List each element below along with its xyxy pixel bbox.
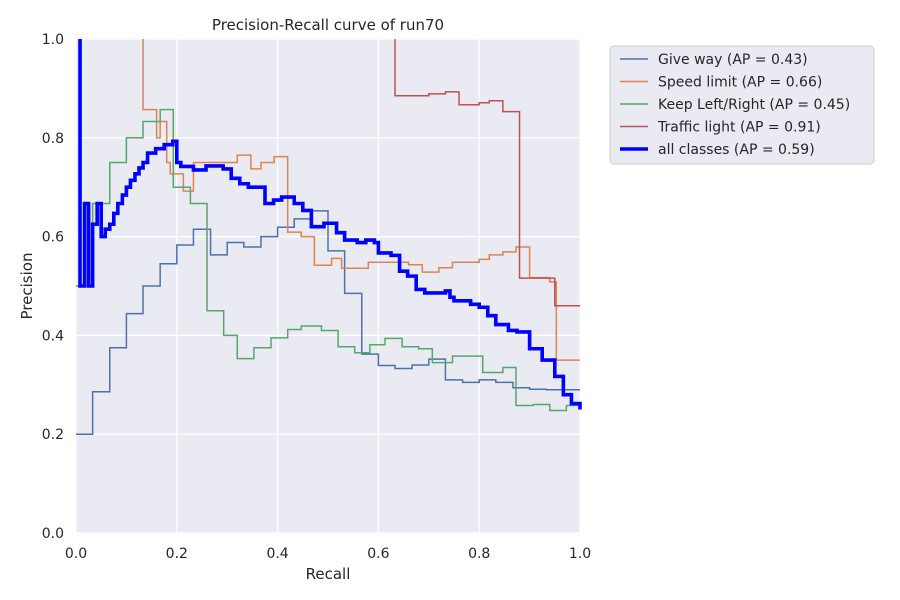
- pr-curve-series-2: [76, 108, 580, 412]
- legend-label: Speed limit (AP = 0.66): [658, 75, 822, 91]
- legend-box: [609, 45, 875, 165]
- legend-label: Give way (AP = 0.43): [658, 52, 808, 68]
- y-tick-label: 0.8: [42, 131, 64, 147]
- x-tick-label: 0.6: [367, 546, 389, 562]
- y-tick-label: 1.0: [42, 32, 64, 48]
- x-axis-ticks: 0.0 0.2 0.4 0.6 0.8 1.0: [65, 546, 591, 562]
- pr-curve-series-0: [76, 210, 580, 435]
- y-tick-label: 0.6: [42, 230, 64, 246]
- x-tick-label: 0.2: [166, 546, 188, 562]
- pr-curves: [76, 39, 582, 435]
- pr-curve-series-3: [394, 39, 580, 307]
- x-tick-label: 0.0: [65, 546, 87, 562]
- legend-label: all classes (AP = 0.59): [658, 142, 815, 158]
- pr-curve-series-1: [142, 39, 580, 361]
- y-tick-label: 0.2: [42, 427, 64, 443]
- y-axis-ticks: 0.0 0.2 0.4 0.6 0.8 1.0: [42, 32, 64, 542]
- y-tick-label: 0.0: [42, 526, 64, 542]
- pr-curve-series-4: [78, 39, 582, 410]
- legend-label: Traffic light (AP = 0.91): [657, 120, 821, 136]
- grid-lines: [75, 38, 581, 534]
- y-tick-label: 0.4: [42, 328, 64, 344]
- legend-label: Keep Left/Right (AP = 0.45): [658, 97, 850, 113]
- x-tick-label: 0.4: [266, 546, 288, 562]
- x-axis-title: Recall: [306, 565, 351, 583]
- x-tick-label: 1.0: [569, 546, 591, 562]
- chart-title: Precision-Recall curve of run70: [212, 16, 444, 34]
- y-axis-title: Precision: [18, 253, 36, 320]
- x-tick-label: 0.8: [468, 546, 490, 562]
- legend: Give way (AP = 0.43) Speed limit (AP = 0.…: [609, 45, 875, 165]
